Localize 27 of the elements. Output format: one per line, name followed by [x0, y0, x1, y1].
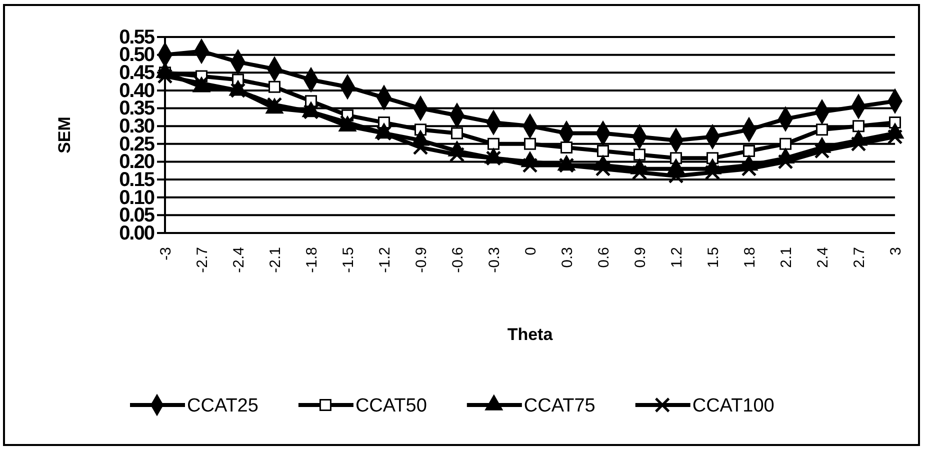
- x-tick-label: 3: [887, 247, 904, 256]
- x-tick-label: -2.7: [194, 247, 211, 273]
- x-tick-label: 0.6: [595, 247, 612, 268]
- x-tick-label: 0: [522, 247, 540, 256]
- y-axis-title: SEM: [55, 116, 74, 154]
- x-tick-label: -2.1: [266, 247, 284, 273]
- x-tick-label: -0.3: [486, 247, 503, 273]
- x-tick-label: -1.5: [340, 247, 357, 273]
- x-tick-label: 1.5: [704, 247, 722, 268]
- x-tick-label: -0.9: [412, 247, 430, 273]
- x-tick-label: 0.3: [558, 247, 576, 268]
- x-tick-label: -2.4: [230, 247, 248, 273]
- x-tick-label: -0.6: [449, 247, 466, 273]
- x-tick-label: 2.4: [814, 247, 832, 268]
- legend-label: CCAT75: [524, 396, 596, 417]
- x-axis-title: Theta: [507, 325, 554, 344]
- legend-label: CCAT50: [355, 396, 427, 417]
- x-tick-label: -1.2: [376, 247, 394, 273]
- x-tick-label: 1.2: [668, 247, 686, 268]
- legend-label: CCAT25: [187, 396, 258, 417]
- x-tick-label: 0.9: [632, 247, 649, 268]
- x-tick-label: -3: [157, 247, 174, 260]
- x-tick-label: 1.8: [741, 247, 758, 268]
- x-tick-label: 2.1: [778, 247, 795, 268]
- x-tick-label: 2.7: [850, 247, 868, 268]
- legend-label: CCAT100: [692, 396, 774, 417]
- x-tick-label: -1.8: [303, 247, 320, 273]
